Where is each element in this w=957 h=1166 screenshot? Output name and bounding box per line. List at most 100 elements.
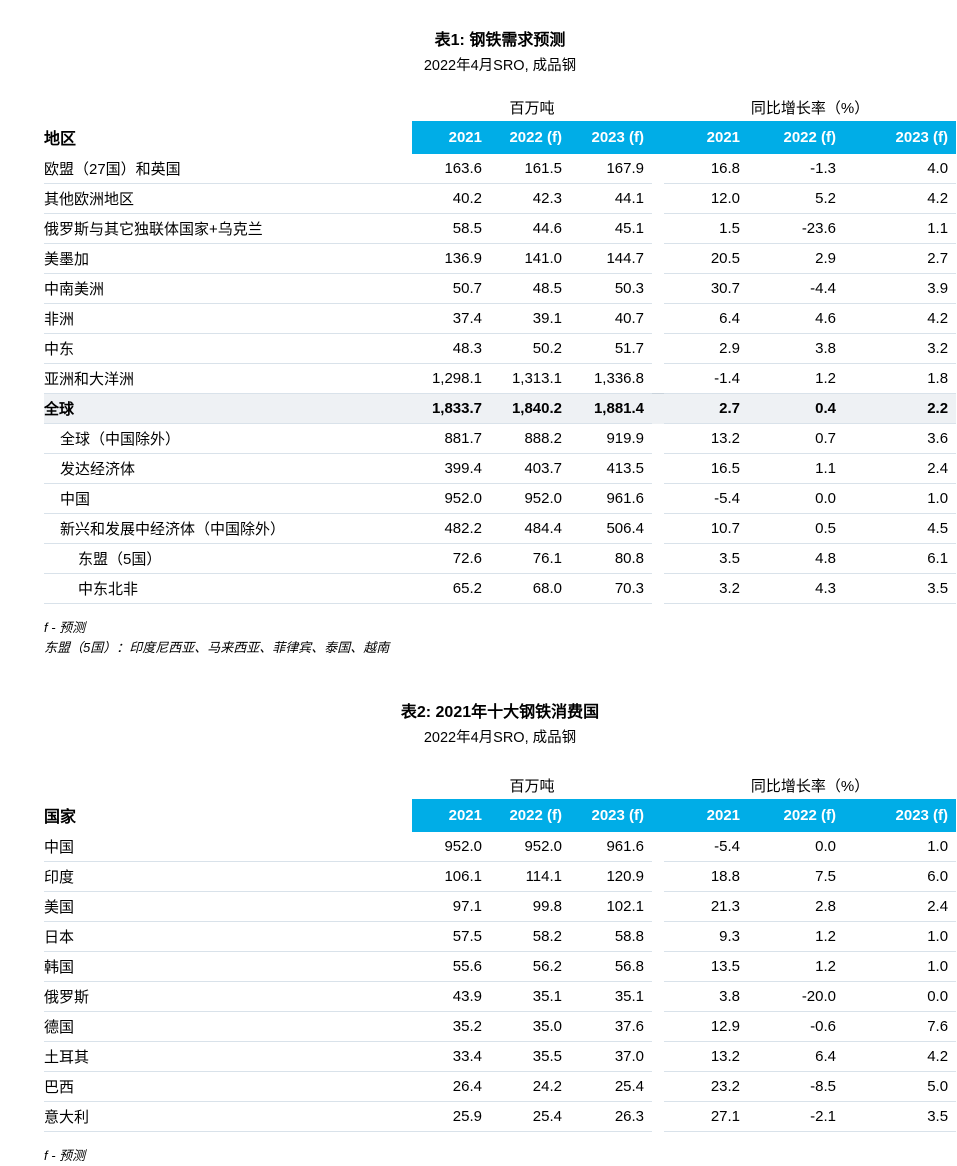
table1-block: 表1: 钢铁需求预测 2022年4月SRO, 成品钢 百万吨 同比增长率（%） …: [44, 26, 957, 658]
row-value: 2.9: [664, 333, 749, 364]
row-value: 2.8: [748, 891, 845, 922]
row-value: 37.4: [412, 303, 490, 334]
column-group-gap: [652, 244, 664, 274]
table2-block: 表2: 2021年十大钢铁消费国 2022年4月SRO, 成品钢 百万吨 同比增…: [44, 698, 957, 1166]
row-value: 18.8: [664, 861, 749, 892]
row-value: 919.9: [570, 423, 653, 454]
row-value: -20.0: [748, 981, 845, 1012]
row-value: 0.0: [844, 981, 957, 1012]
row-value: 106.1: [412, 861, 490, 892]
table1-column-header-row: 地区 2021 2022 (f) 2023 (f) 2021 2022 (f) …: [44, 121, 957, 154]
row-value: 1.1: [844, 213, 957, 244]
row-value: -2.1: [748, 1101, 845, 1132]
table-row: 中东北非 65.2 68.0 70.3 3.2 4.3 3.5: [44, 573, 957, 604]
table2-group-header-row: 百万吨 同比增长率（%）: [44, 775, 956, 799]
row-value: 3.5: [844, 573, 957, 604]
column-group-gap: [652, 544, 664, 574]
table-row: 中东 48.3 50.2 51.7 2.9 3.8 3.2: [44, 333, 957, 364]
table2-body: 中国 952.0 952.0 961.6 -5.4 0.0 1.0 印度 106.1 114.1 1…: [44, 832, 957, 1132]
table2-footnotes: f - 预测: [44, 1146, 956, 1166]
row-value: 16.8: [664, 154, 749, 184]
row-value: 1.0: [844, 832, 957, 862]
row-value: 1.0: [844, 951, 957, 982]
row-value: 16.5: [664, 453, 749, 484]
row-label: 巴西: [44, 1071, 412, 1102]
table2: 百万吨 同比增长率（%） 国家 2021 2022 (f) 2023 (f) 2…: [44, 775, 957, 1132]
row-label: 俄罗斯: [44, 981, 412, 1012]
row-value: 506.4: [570, 513, 653, 544]
row-value: 1,840.2: [490, 393, 570, 424]
table1-group-spacer: [44, 97, 412, 121]
table2-column-header-row: 国家 2021 2022 (f) 2023 (f) 2021 2022 (f) …: [44, 799, 957, 832]
row-value: -1.3: [748, 154, 845, 184]
row-label: 印度: [44, 861, 412, 892]
row-label: 美墨加: [44, 243, 412, 274]
table1-col-header-1: 2022 (f): [490, 121, 570, 154]
table-row: 中国 952.0 952.0 961.6 -5.4 0.0 1.0: [44, 832, 957, 862]
column-group-gap: [652, 154, 664, 184]
row-value: 161.5: [490, 154, 570, 184]
row-value: 57.5: [412, 921, 490, 952]
row-value: 4.2: [844, 303, 957, 334]
row-value: 37.6: [570, 1011, 653, 1042]
table-row: 韩国 55.6 56.2 56.8 13.5 1.2 1.0: [44, 951, 957, 982]
table2-group-gap: [652, 775, 664, 799]
row-value: 58.5: [412, 213, 490, 244]
table-row: 俄罗斯与其它独联体国家+乌克兰 58.5 44.6 45.1 1.5 -23.6 1.1: [44, 213, 957, 244]
row-value: 35.0: [490, 1011, 570, 1042]
row-value: 961.6: [570, 483, 653, 514]
row-value: 50.3: [570, 273, 653, 304]
row-value: 12.9: [664, 1011, 749, 1042]
table1-subtitle: 2022年4月SRO, 成品钢: [423, 58, 577, 74]
row-value: 1.0: [844, 921, 957, 952]
row-label: 东盟（5国）: [44, 543, 412, 574]
row-value: 20.5: [664, 243, 749, 274]
row-label: 中国: [44, 832, 412, 862]
table-row: 全球 1,833.7 1,840.2 1,881.4 2.7 0.4 2.2: [44, 393, 957, 424]
column-group-gap: [652, 393, 665, 424]
row-value: 4.2: [844, 1041, 957, 1072]
column-group-gap: [652, 862, 664, 892]
footnote: 东盟（5国）：印度尼西亚、马来西亚、菲律宾、泰国、越南: [44, 640, 390, 656]
row-value: 952.0: [412, 483, 490, 514]
column-group-gap: [652, 922, 664, 952]
row-value: 167.9: [570, 154, 653, 184]
table2-subtitle: 2022年4月SRO, 成品钢: [423, 730, 577, 746]
row-label: 中东: [44, 333, 412, 364]
row-value: -8.5: [748, 1071, 845, 1102]
row-label: 非洲: [44, 303, 412, 334]
row-value: 6.4: [664, 303, 749, 334]
table-row: 东盟（5国） 72.6 76.1 80.8 3.5 4.8 6.1: [44, 543, 957, 574]
table-row: 德国 35.2 35.0 37.6 12.9 -0.6 7.6: [44, 1011, 957, 1042]
row-value: 2.4: [844, 891, 957, 922]
row-value: 4.2: [844, 183, 957, 214]
row-value: 1.2: [748, 951, 845, 982]
row-value: -0.6: [748, 1011, 845, 1042]
row-value: 6.4: [748, 1041, 845, 1072]
row-value: 2.2: [844, 393, 957, 424]
table1-body: 欧盟（27国）和英国 163.6 161.5 167.9 16.8 -1.3 4.0 其他欧洲…: [44, 154, 957, 604]
table-row: 美国 97.1 99.8 102.1 21.3 2.8 2.4: [44, 891, 957, 922]
row-value: 50.7: [412, 273, 490, 304]
row-value: 403.7: [490, 453, 570, 484]
table1-footnotes: f - 预测 东盟（5国）：印度尼西亚、马来西亚、菲律宾、泰国、越南: [44, 618, 956, 658]
row-value: 1.1: [748, 453, 845, 484]
table2-label-header: 国家: [44, 799, 412, 832]
row-value: 6.0: [844, 861, 957, 892]
row-value: 141.0: [490, 243, 570, 274]
row-value: 99.8: [490, 891, 570, 922]
row-value: 0.0: [748, 483, 845, 514]
table2-group-header-right: 同比增长率（%）: [750, 778, 870, 795]
table1-title: 表1: 钢铁需求预测: [434, 32, 566, 49]
row-label: 新兴和发展中经济体（中国除外）: [44, 513, 412, 544]
row-value: -23.6: [748, 213, 845, 244]
row-value: -5.4: [664, 483, 749, 514]
table2-group-spacer: [44, 775, 412, 799]
row-value: 9.3: [664, 921, 749, 952]
row-label: 发达经济体: [44, 453, 412, 484]
table-row: 其他欧洲地区 40.2 42.3 44.1 12.0 5.2 4.2: [44, 183, 957, 214]
table2-col-header-5: 2023 (f): [844, 799, 957, 832]
row-label: 美国: [44, 891, 412, 922]
row-value: 56.2: [490, 951, 570, 982]
row-value: 26.4: [412, 1071, 490, 1102]
